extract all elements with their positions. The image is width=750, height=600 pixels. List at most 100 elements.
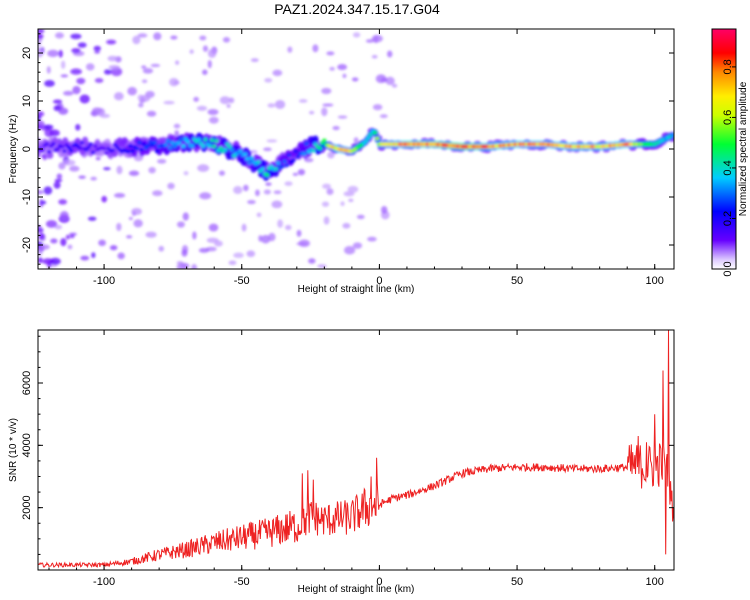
spectrogram-noise-blob (38, 111, 45, 117)
spectrogram-noise-blob (107, 55, 118, 62)
spectrogram-noise-blob (219, 96, 231, 105)
spectrogram-noise-blob (353, 137, 359, 144)
spectrogram-band (72, 146, 79, 154)
spectrogram-noise-blob (173, 123, 181, 129)
spectrogram-core (110, 148, 116, 153)
spectrogram-core (128, 144, 133, 148)
spectrogram-core (284, 163, 290, 168)
spectrogram-noise-blob (148, 166, 156, 174)
spectrogram-noise-blob (233, 252, 244, 259)
spectrogram-noise-blob (101, 195, 108, 203)
spectrogram-noise-blob (43, 124, 54, 130)
spectrogram-noise-blob (327, 151, 335, 159)
spectrogram-noise-blob (157, 158, 167, 164)
spectrogram-noise-blob (44, 128, 55, 138)
spectrogram-noise-blob (284, 181, 293, 186)
spectrogram-noise-blob (292, 172, 299, 177)
spectrogram-noise-blob (176, 221, 185, 228)
spectrogram-noise-blob (54, 178, 63, 183)
spectrogram-noise-blob (39, 244, 50, 250)
spectrogram-core (189, 143, 195, 148)
spectrogram-core (154, 149, 160, 154)
spectrogram-noise-blob (109, 245, 118, 251)
spectrogram-core (66, 145, 72, 150)
spectrogram-core (313, 142, 318, 147)
spectrogram-core (172, 144, 177, 148)
colorbar-ticks: 0.0 0.2 0.4 0.6 0.8 (722, 59, 736, 277)
spectrogram-noise-blob (198, 247, 210, 253)
spectrogram-noise-blob (63, 159, 76, 166)
spectrogram-noise-blob (133, 219, 143, 228)
spectrogram-noise-blob (196, 105, 208, 111)
spectrogram-core (150, 143, 155, 148)
spectrogram-noise-blob (38, 232, 45, 241)
spectrogram-core (68, 148, 74, 153)
spectrogram-core (273, 167, 279, 171)
spectrogram-noise-blob (222, 37, 231, 43)
spectrogram-x-label: Height of straight line (km) (298, 284, 415, 295)
snr-y-ticks: 2000 4000 6000 (21, 335, 674, 555)
spectrogram-noise-blob (321, 107, 328, 117)
spectrogram-core (101, 146, 107, 151)
colorbar: 0.0 0.2 0.4 0.6 0.8 Normalized spectral ampl… (711, 28, 749, 277)
spectrogram-ytick-label: -10 (21, 189, 33, 205)
spectrogram-core (165, 139, 171, 143)
spectrogram-noise-blob (263, 189, 271, 195)
spectrogram-noise-blob (274, 99, 286, 109)
spectrogram-core (229, 148, 235, 153)
spectrogram-core (264, 172, 270, 177)
spectrogram-noise-blob (70, 33, 82, 40)
spectrogram-noise-blob (141, 79, 148, 84)
spectrogram-noise-blob (391, 83, 398, 88)
spectrogram-noise-blob (38, 257, 43, 264)
spectrogram-noise-blob (337, 64, 348, 71)
spectrogram-noise-blob (277, 219, 284, 228)
spectrogram-noise-blob (312, 44, 319, 53)
spectrogram-noise-blob (308, 258, 316, 264)
spectrogram-ytick-label: 0 (21, 146, 33, 152)
spectrogram-noise-blob (208, 116, 219, 124)
spectrogram-core (60, 145, 65, 149)
spectrogram-noise-blob (40, 200, 47, 205)
spectrogram-core (212, 144, 217, 149)
spectrogram-noise-blob (128, 170, 140, 176)
spectrogram-noise-blob (250, 58, 259, 63)
spectrogram-band (240, 158, 247, 166)
spectrogram-noise-blob (249, 150, 258, 154)
spectrogram-noise-blob (116, 165, 123, 175)
spectrogram-noise-blob (108, 65, 121, 70)
spectrogram-noise-blob (356, 214, 365, 220)
spectrogram-noise-blob (43, 186, 53, 195)
spectrogram-core (130, 149, 135, 154)
spectrogram-noise-blob (132, 35, 141, 45)
spectrogram-noise-blob (263, 147, 272, 152)
spectrogram-core (209, 138, 215, 143)
spectrogram-noise-blob (56, 173, 63, 180)
snr-x-ticks: -100 -50 0 50 100 (48, 330, 664, 588)
spectrogram-noise-blob (94, 50, 101, 54)
spectrogram-noise-blob (142, 68, 154, 74)
spectrogram-core (375, 136, 380, 141)
spectrogram-core (302, 151, 307, 156)
spectrogram-noise-blob (247, 199, 256, 205)
spectrogram-core (670, 133, 674, 138)
spectrogram-noise-blob (50, 238, 58, 244)
spectrogram-noise-blob (226, 104, 231, 108)
spectrogram-noise-blob (193, 96, 199, 102)
spectrogram-core (218, 146, 224, 150)
spectrogram-noise-blob (208, 223, 219, 232)
spectrogram-core (104, 151, 109, 155)
spectrogram-core (148, 140, 153, 144)
spectrogram-core (44, 142, 50, 146)
spectrogram-noise-blob (58, 107, 69, 115)
spectrogram-core (260, 167, 265, 171)
spectrogram-noise-blob (380, 206, 388, 214)
spectrogram-noise-blob (75, 123, 81, 131)
spectrogram-noise-blob (214, 240, 223, 247)
spectrogram-noise-blob (233, 186, 243, 195)
spectrogram-core (319, 141, 325, 145)
spectrogram-noise-blob (342, 222, 351, 229)
spectrogram-noise-blob (207, 49, 217, 58)
spectrogram-core (196, 137, 201, 142)
spectrogram-core (112, 142, 118, 147)
